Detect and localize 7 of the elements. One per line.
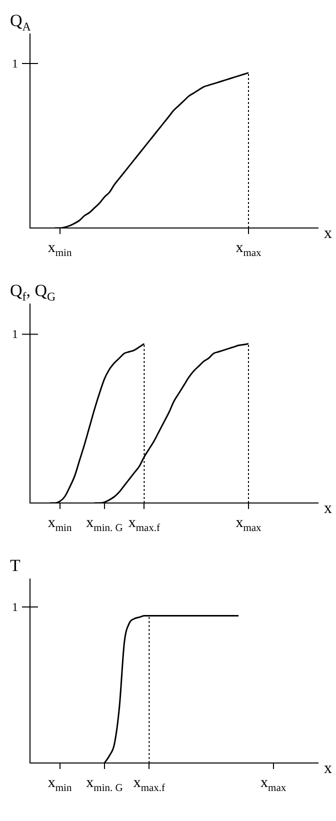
text: 1 (12, 327, 18, 342)
x-axis-title: x (324, 760, 332, 777)
y-axis-title: T (10, 556, 21, 575)
x-axis-title: x (324, 500, 332, 517)
text: 1 (12, 56, 18, 70)
x-axis-title: x (324, 225, 332, 242)
text: 1 (12, 600, 18, 614)
